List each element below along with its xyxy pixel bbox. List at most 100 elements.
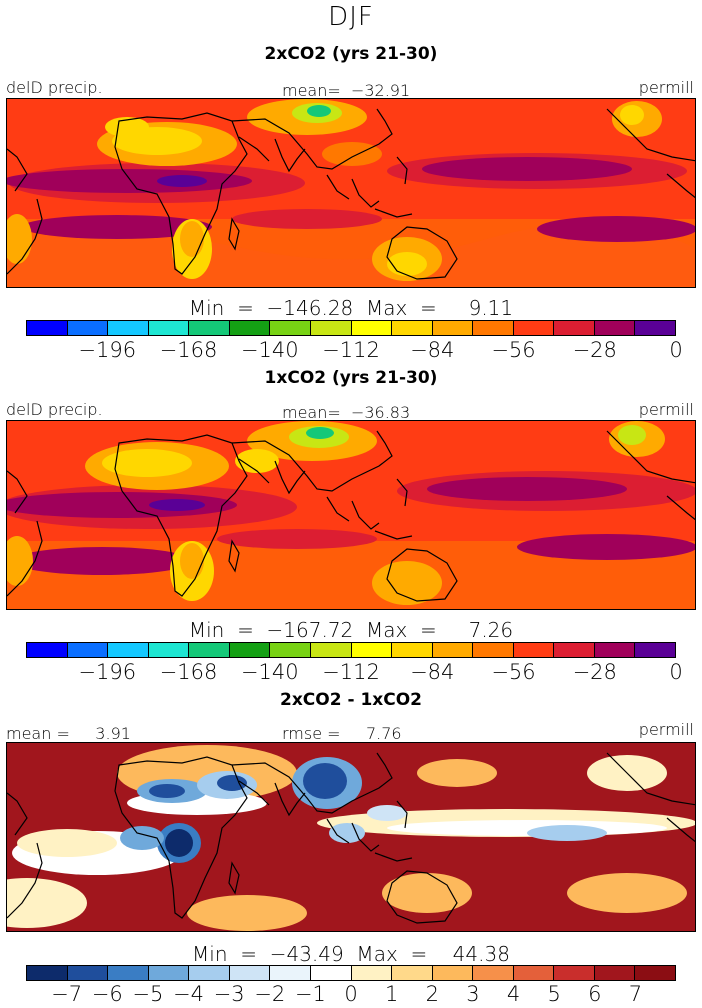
panel2-unit-label: permill [638,400,694,419]
colorbar-swatch [67,966,109,980]
colorbar-swatch [554,643,595,657]
colorbar-swatch [108,321,149,335]
colorbar-tick-label: 4 [506,982,521,1006]
colorbar-swatch [148,966,190,980]
colorbar-swatch [594,966,636,980]
colorbar-tick-label: −112 [322,338,380,362]
colorbar-tick-label: −168 [159,338,218,362]
colorbar-swatch [392,321,433,335]
colorbar-swatch [432,643,474,657]
colorbar-tick-label: −3 [213,982,245,1006]
colorbar-tick-label: 6 [588,982,602,1006]
colorbar-swatch [310,643,352,657]
colorbar-swatch [432,321,474,335]
colorbar-swatch [635,966,675,980]
colorbar-swatch [513,321,555,335]
colorbar-tick-label: −84 [410,338,455,362]
colorbar-tick-label: −28 [572,660,617,684]
colorbar-tick-label: −7 [51,982,83,1006]
colorbar-swatch [432,966,474,980]
colorbar-tick-label: −5 [132,982,164,1006]
colorbar-tick-label: −56 [491,660,536,684]
colorbar-swatch [108,966,149,980]
colorbar-tick-label: −168 [159,660,218,684]
colorbar-swatch [635,643,675,657]
colorbar-swatch [67,643,109,657]
colorbar-swatch [27,643,68,657]
panel2-title: 1xCO2 (yrs 21-30) [264,368,438,388]
colorbar-swatch [148,643,190,657]
colorbar-tick-label: 5 [547,982,561,1006]
colorbar-swatch [351,321,393,335]
colorbar-swatch [229,321,271,335]
panel1-minmax: Min = −146.28 Max = 9.11 [188,296,514,320]
colorbar-swatch [351,966,393,980]
colorbar-swatch [594,643,636,657]
colorbar-tick-label: 0 [669,660,683,684]
panel2-minmax: Min = −167.72 Max = 7.26 [188,618,514,642]
colorbar-tick-label: −2 [254,982,286,1006]
colorbar-swatch [189,321,230,335]
colorbar-swatch [473,966,514,980]
panel3-title: 2xCO2 - 1xCO2 [280,690,422,710]
colorbar-swatch [594,321,636,335]
panel3-unit-label: permill [638,720,694,739]
colorbar-swatch [67,321,109,335]
panel2-colorbar-ticks: −196 −168 −140 −112 −84 −56 −28 0 [0,660,702,684]
colorbar-swatch [310,966,352,980]
panel2-colorbar [26,642,676,658]
colorbar-swatch [473,643,514,657]
colorbar-tick-label: −56 [491,338,536,362]
panel1-colorbar [26,320,676,336]
panel2-variable-label: delD precip. [6,400,103,419]
colorbar-tick-label: −112 [322,660,380,684]
colorbar-tick-label: −84 [410,660,455,684]
colorbar-tick-label: 2 [425,982,439,1006]
panel1-colorbar-ticks: −196 −168 −140 −112 −84 −56 −28 0 [0,338,702,362]
colorbar-swatch [351,643,393,657]
colorbar-swatch [148,321,190,335]
colorbar-tick-label: 0 [669,338,683,362]
colorbar-swatch [108,643,149,657]
panel2-map [6,420,696,610]
colorbar-tick-label: −4 [173,982,204,1006]
colorbar-swatch [310,321,352,335]
colorbar-swatch [392,643,433,657]
colorbar-swatch [229,966,271,980]
colorbar-tick-label: −6 [91,982,123,1006]
colorbar-swatch [392,966,433,980]
colorbar-swatch [513,643,555,657]
colorbar-swatch [473,321,514,335]
colorbar-tick-label: −140 [240,660,299,684]
colorbar-swatch [189,966,230,980]
colorbar-tick-label: −28 [572,338,617,362]
colorbar-swatch [270,643,311,657]
colorbar-tick-label: −196 [78,338,137,362]
colorbar-swatch [270,321,311,335]
panel1-mean-label: mean= −32.91 [282,81,411,100]
panel3-colorbar-ticks: −7 −6 −5 −4 −3 −2 −1 0 1 2 3 4 5 6 7 [0,982,702,1006]
colorbar-swatch [229,643,271,657]
colorbar-swatch [27,321,68,335]
colorbar-swatch [270,966,311,980]
panel3-rmse-label: rmse = 7.76 [282,724,402,743]
colorbar-tick-label: 3 [466,982,480,1006]
panel1-unit-label: permill [638,78,694,97]
colorbar-tick-label: 7 [628,982,643,1006]
colorbar-tick-label: −140 [240,338,299,362]
colorbar-tick-label: −196 [78,660,137,684]
panel1-variable-label: delD precip. [6,78,103,97]
colorbar-swatch [189,643,230,657]
colorbar-swatch [27,966,68,980]
panel1-map [6,98,696,288]
panel1-title: 2xCO2 (yrs 21-30) [264,44,438,64]
colorbar-swatch [635,321,675,335]
figure-title: DJF [328,2,374,32]
panel3-map [6,742,696,932]
panel3-mean-label: mean = 3.91 [6,724,131,743]
colorbar-swatch [554,321,595,335]
colorbar-tick-label: 0 [344,982,358,1006]
colorbar-tick-label: −1 [294,982,326,1006]
colorbar-tick-label: 1 [384,982,399,1006]
panel2-mean-label: mean= −36.83 [282,403,411,422]
